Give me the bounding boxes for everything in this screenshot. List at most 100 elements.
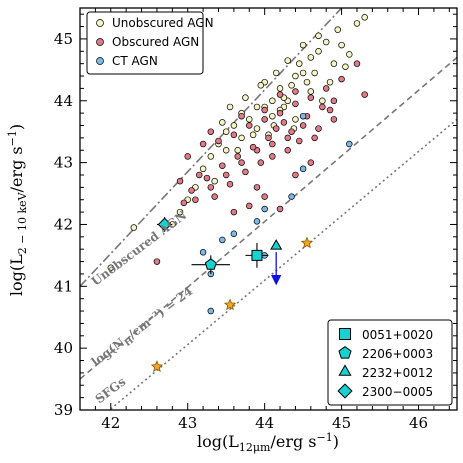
data-point — [246, 202, 253, 210]
data-point — [296, 60, 303, 67]
data-point — [184, 153, 191, 160]
data-point — [253, 103, 261, 111]
data-point — [253, 218, 261, 225]
data-point — [311, 134, 318, 142]
highlighted-sources — [156, 217, 283, 286]
data-point — [222, 128, 230, 135]
x-tick-label: 42 — [101, 414, 120, 432]
data-point — [334, 26, 341, 33]
data-point — [269, 97, 276, 105]
data-point — [330, 116, 338, 123]
data-point — [299, 41, 307, 49]
legend-source-marker — [338, 346, 352, 359]
data-point — [276, 91, 284, 98]
legend-source-label: 0051+0020 — [362, 328, 433, 342]
data-point — [153, 258, 161, 265]
data-point — [246, 122, 253, 129]
data-point — [346, 51, 353, 58]
x-tick-label: 44 — [255, 414, 274, 432]
legend-label: Unobscured AGN — [112, 16, 214, 30]
data-point — [211, 177, 218, 185]
data-point — [269, 112, 276, 120]
data-point — [338, 75, 345, 83]
y-axis-label: log(L2 − 10 keV/erg s−1) — [6, 124, 29, 296]
y-tick-label: 44 — [54, 92, 73, 110]
data-point — [207, 153, 215, 160]
data-point — [249, 131, 257, 139]
relation-lines — [80, 8, 457, 410]
legend-source-marker — [337, 383, 353, 399]
data-point — [230, 230, 238, 237]
data-point — [322, 85, 330, 92]
data-point — [284, 146, 291, 154]
data-point — [199, 140, 207, 148]
data-point — [226, 181, 234, 188]
data-point — [196, 171, 203, 179]
data-point — [219, 119, 226, 126]
legend-bottom-box — [327, 319, 453, 406]
data-point — [342, 63, 349, 71]
data-point — [176, 208, 184, 216]
data-point — [330, 60, 338, 67]
source-marker — [157, 217, 172, 232]
data-point — [230, 122, 238, 129]
data-point — [361, 14, 368, 21]
data-point — [242, 94, 249, 101]
data-point — [299, 69, 307, 77]
legend-source-label: 2232+0012 — [362, 366, 433, 380]
data-point — [207, 128, 215, 135]
legend-source-marker — [339, 328, 351, 340]
data-point — [253, 125, 261, 132]
data-point — [292, 116, 299, 123]
legend-label: Obscured AGN — [112, 35, 199, 49]
y-tick-label: 45 — [54, 30, 73, 48]
data-point — [292, 72, 299, 80]
data-point — [299, 112, 307, 120]
nh-24-label: log(NH/cm⁻²) = 24 — [89, 284, 197, 372]
data-point — [326, 78, 334, 86]
x-tick-label: 43 — [178, 414, 197, 432]
data-point — [130, 224, 138, 231]
sfgs-label: SFGs — [93, 374, 129, 406]
source-marker — [270, 239, 283, 250]
data-point — [226, 103, 234, 111]
legend-label: CT AGN — [112, 54, 158, 68]
data-point — [261, 116, 268, 123]
y-tick-label: 43 — [54, 154, 73, 172]
sfg-star-point — [300, 236, 314, 249]
relation-line — [108, 118, 457, 410]
data-point — [353, 60, 361, 67]
unobscured-agn-label: Unobscured AGN — [89, 208, 190, 289]
data-point — [269, 153, 276, 160]
data-point — [296, 137, 303, 145]
y-tick-label: 39 — [54, 401, 73, 419]
data-point — [299, 165, 307, 173]
legend-bottom: 0051+0020 2206+0003 2232+0012 2300−0005 — [327, 319, 453, 406]
data-point — [192, 196, 199, 203]
data-point — [242, 168, 249, 176]
data-point — [238, 112, 245, 120]
data-point — [222, 171, 230, 179]
data-point — [311, 69, 318, 77]
data-point — [180, 199, 188, 207]
data-point — [230, 208, 238, 216]
plot-frame — [79, 7, 458, 411]
data-point — [330, 97, 338, 105]
legend-source-label: 2206+0003 — [362, 347, 433, 361]
data-point — [199, 165, 207, 173]
data-point — [219, 236, 226, 244]
data-point — [307, 94, 315, 101]
data-point — [188, 187, 195, 194]
x-tick-label: 45 — [332, 414, 351, 432]
legend-source-marker — [338, 364, 352, 376]
data-point — [234, 146, 241, 154]
x-axis-label: log(L12μm/erg s−1) — [197, 431, 339, 454]
data-point — [222, 146, 230, 154]
data-point — [292, 100, 299, 108]
data-point — [261, 193, 268, 200]
data-point — [315, 48, 322, 55]
data-point — [249, 143, 257, 151]
data-point — [361, 91, 368, 98]
